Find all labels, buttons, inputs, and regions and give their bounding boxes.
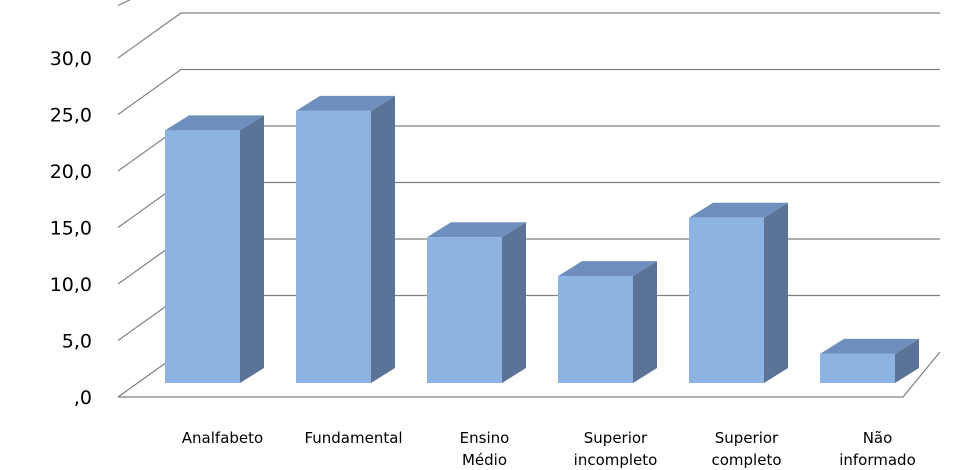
bar [296, 95, 395, 384]
bar-top [689, 202, 788, 218]
gridline-6 [117, 12, 940, 59]
bar-front [296, 110, 371, 383]
gridline-5 [117, 68, 940, 115]
y-tick-label: 25,0 [50, 105, 92, 127]
y-tick-label: ,0 [74, 387, 92, 409]
category-label: Médio [462, 451, 507, 469]
bar-top [558, 261, 657, 277]
category-label: Analfabeto [182, 429, 263, 447]
y-tick-label: 20,0 [50, 161, 92, 183]
y-tick-label: 15,0 [50, 218, 92, 240]
bar-side [240, 115, 264, 383]
bar [689, 202, 788, 383]
bar [820, 338, 919, 383]
bar-side [371, 95, 395, 384]
category-label: Fundamental [304, 429, 402, 447]
category-labels: Analfabeto Fundamental Ensino Médio Superior… [182, 429, 916, 469]
bar-side [764, 202, 788, 383]
bar [558, 261, 657, 383]
bar [427, 222, 526, 383]
bar-front [820, 353, 895, 383]
category-label: Não [863, 429, 893, 447]
y-tick-label: 10,0 [50, 274, 92, 296]
category-label: informado [839, 451, 916, 469]
category-label: completo [711, 451, 781, 469]
bar-front [558, 276, 633, 383]
bar-side [895, 338, 919, 383]
bar-top [296, 95, 395, 111]
bar-front [165, 130, 240, 383]
bar-side [633, 261, 657, 383]
y-tick-labels: ,0 5,0 10,0 15,0 20,0 25,0 30,0 [50, 48, 92, 409]
category-label: incompleto [574, 451, 658, 469]
bars [165, 95, 919, 384]
wall-top-edge [117, 0, 131, 7]
bar-front [427, 237, 502, 383]
category-label: Superior [584, 429, 648, 447]
bar-top [427, 222, 526, 238]
bar-top [165, 115, 264, 131]
bar [165, 115, 264, 383]
bar-side [502, 222, 526, 383]
y-tick-label: 30,0 [50, 48, 92, 70]
bar-top [820, 338, 919, 354]
category-label: Ensino [460, 429, 510, 447]
bar-front [689, 217, 764, 383]
category-label: Superior [715, 429, 779, 447]
y-tick-label: 5,0 [62, 331, 92, 353]
